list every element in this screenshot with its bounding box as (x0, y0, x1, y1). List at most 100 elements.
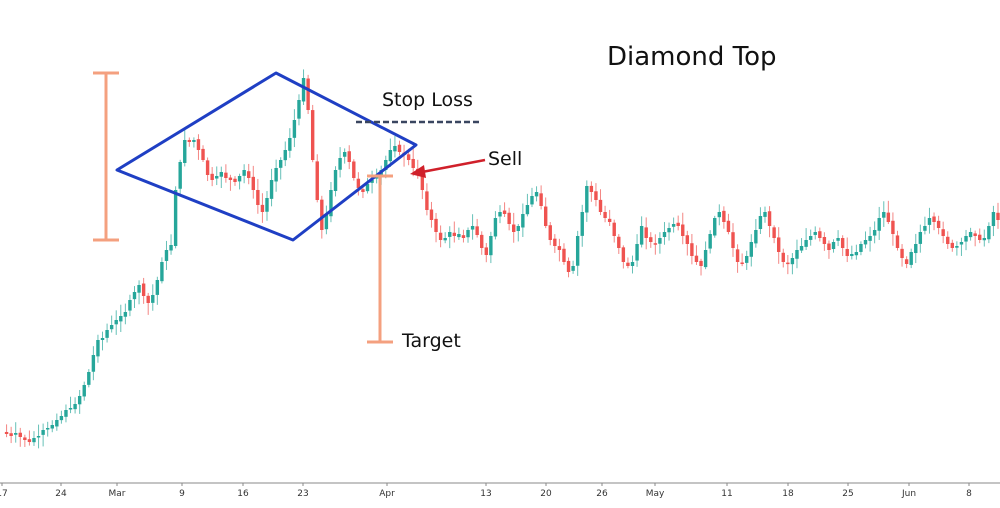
candle-up (242, 170, 246, 176)
candle-up (237, 176, 242, 182)
x-axis-tick-label: 17 (0, 489, 8, 499)
candle-down (978, 234, 982, 240)
candle-down (310, 110, 315, 160)
candle-up (178, 162, 182, 189)
candle-up (498, 212, 502, 217)
candle-up (585, 186, 589, 213)
candle-down (18, 432, 22, 437)
candle-down (461, 235, 466, 238)
candle-down (676, 222, 680, 226)
candle-down (438, 232, 443, 240)
candle-down (434, 218, 438, 232)
candle-up (324, 215, 329, 230)
candle-up (516, 226, 520, 232)
candle-up (183, 140, 187, 163)
candle-down (507, 212, 511, 224)
candle-up (658, 238, 662, 244)
candle-down (845, 249, 849, 256)
candle-up (137, 285, 141, 293)
candle-up (635, 244, 639, 261)
candle-down (566, 260, 571, 272)
candle-down (731, 232, 735, 248)
candle-up (763, 212, 767, 217)
candle-up (808, 236, 813, 240)
candle-down (621, 247, 626, 262)
candle-down (306, 78, 310, 110)
candle-down (726, 220, 731, 232)
candle-up (790, 258, 795, 265)
candle-down (256, 189, 260, 205)
x-axis-tick-label: 18 (782, 489, 794, 499)
candle-down (187, 139, 192, 142)
candle-up (850, 254, 854, 257)
target-label: Target (402, 330, 461, 352)
candle-down (512, 224, 516, 232)
candle-up (301, 78, 306, 102)
candle-up (982, 238, 986, 241)
candle-up (457, 234, 461, 238)
sell-arrow-icon (410, 165, 426, 178)
candle-up (575, 236, 580, 266)
candle-up (82, 385, 86, 397)
candle-down (607, 218, 612, 222)
candle-up (831, 242, 836, 250)
candle-up (36, 436, 41, 438)
sell-arrow-shaft (421, 158, 486, 174)
candle-up (708, 234, 712, 249)
candle-down (900, 248, 904, 258)
candle-down (420, 174, 425, 190)
candle-down (543, 206, 548, 226)
candle-down (594, 191, 598, 200)
candle-up (215, 176, 219, 179)
candle-up (169, 245, 173, 251)
candle-up (370, 180, 374, 183)
candle-up (859, 244, 863, 252)
candle-up (265, 198, 269, 212)
candle-down (946, 236, 950, 244)
candle-up (109, 325, 114, 330)
candle-down (196, 139, 201, 150)
candle-up (914, 244, 918, 254)
candle-up (466, 230, 470, 238)
candle-up (155, 280, 160, 295)
candle-up (123, 312, 128, 317)
candle-up (128, 300, 132, 311)
candle-down (827, 243, 831, 250)
candle-up (580, 212, 584, 236)
candle-up (868, 236, 872, 241)
candle-up (393, 146, 397, 152)
candle-up (955, 246, 959, 248)
candle-down (361, 189, 365, 192)
candle-up (297, 100, 301, 119)
x-axis-tick-label: Jun (901, 489, 917, 499)
candle-up (173, 190, 178, 246)
candle-down (411, 158, 415, 168)
candle-up (799, 246, 804, 251)
candle-up (758, 216, 763, 230)
candle-up (521, 214, 525, 228)
candle-down (429, 209, 434, 220)
x-axis-tick-label: 8 (966, 489, 972, 499)
candle-up (813, 232, 817, 235)
candle-up (918, 232, 923, 244)
candle-down (973, 233, 977, 236)
candle-down (681, 224, 685, 236)
candle-down (767, 211, 772, 226)
candle-up (667, 228, 671, 233)
candle-up (41, 430, 45, 435)
candle-down (612, 222, 616, 236)
candle-up (164, 250, 169, 261)
candle-down (589, 185, 594, 192)
candle-down (557, 246, 562, 250)
candle-up (132, 292, 137, 300)
candle-down (941, 229, 945, 236)
candle-down (699, 260, 703, 266)
candle-down (201, 148, 205, 160)
x-axis-tick-label: May (645, 489, 665, 499)
x-axis-tick-label: 26 (596, 489, 608, 499)
candle-up (91, 355, 96, 372)
candle-up (534, 192, 539, 197)
candle-down (786, 262, 790, 265)
candle-up (96, 340, 100, 357)
candle-up (288, 138, 292, 151)
